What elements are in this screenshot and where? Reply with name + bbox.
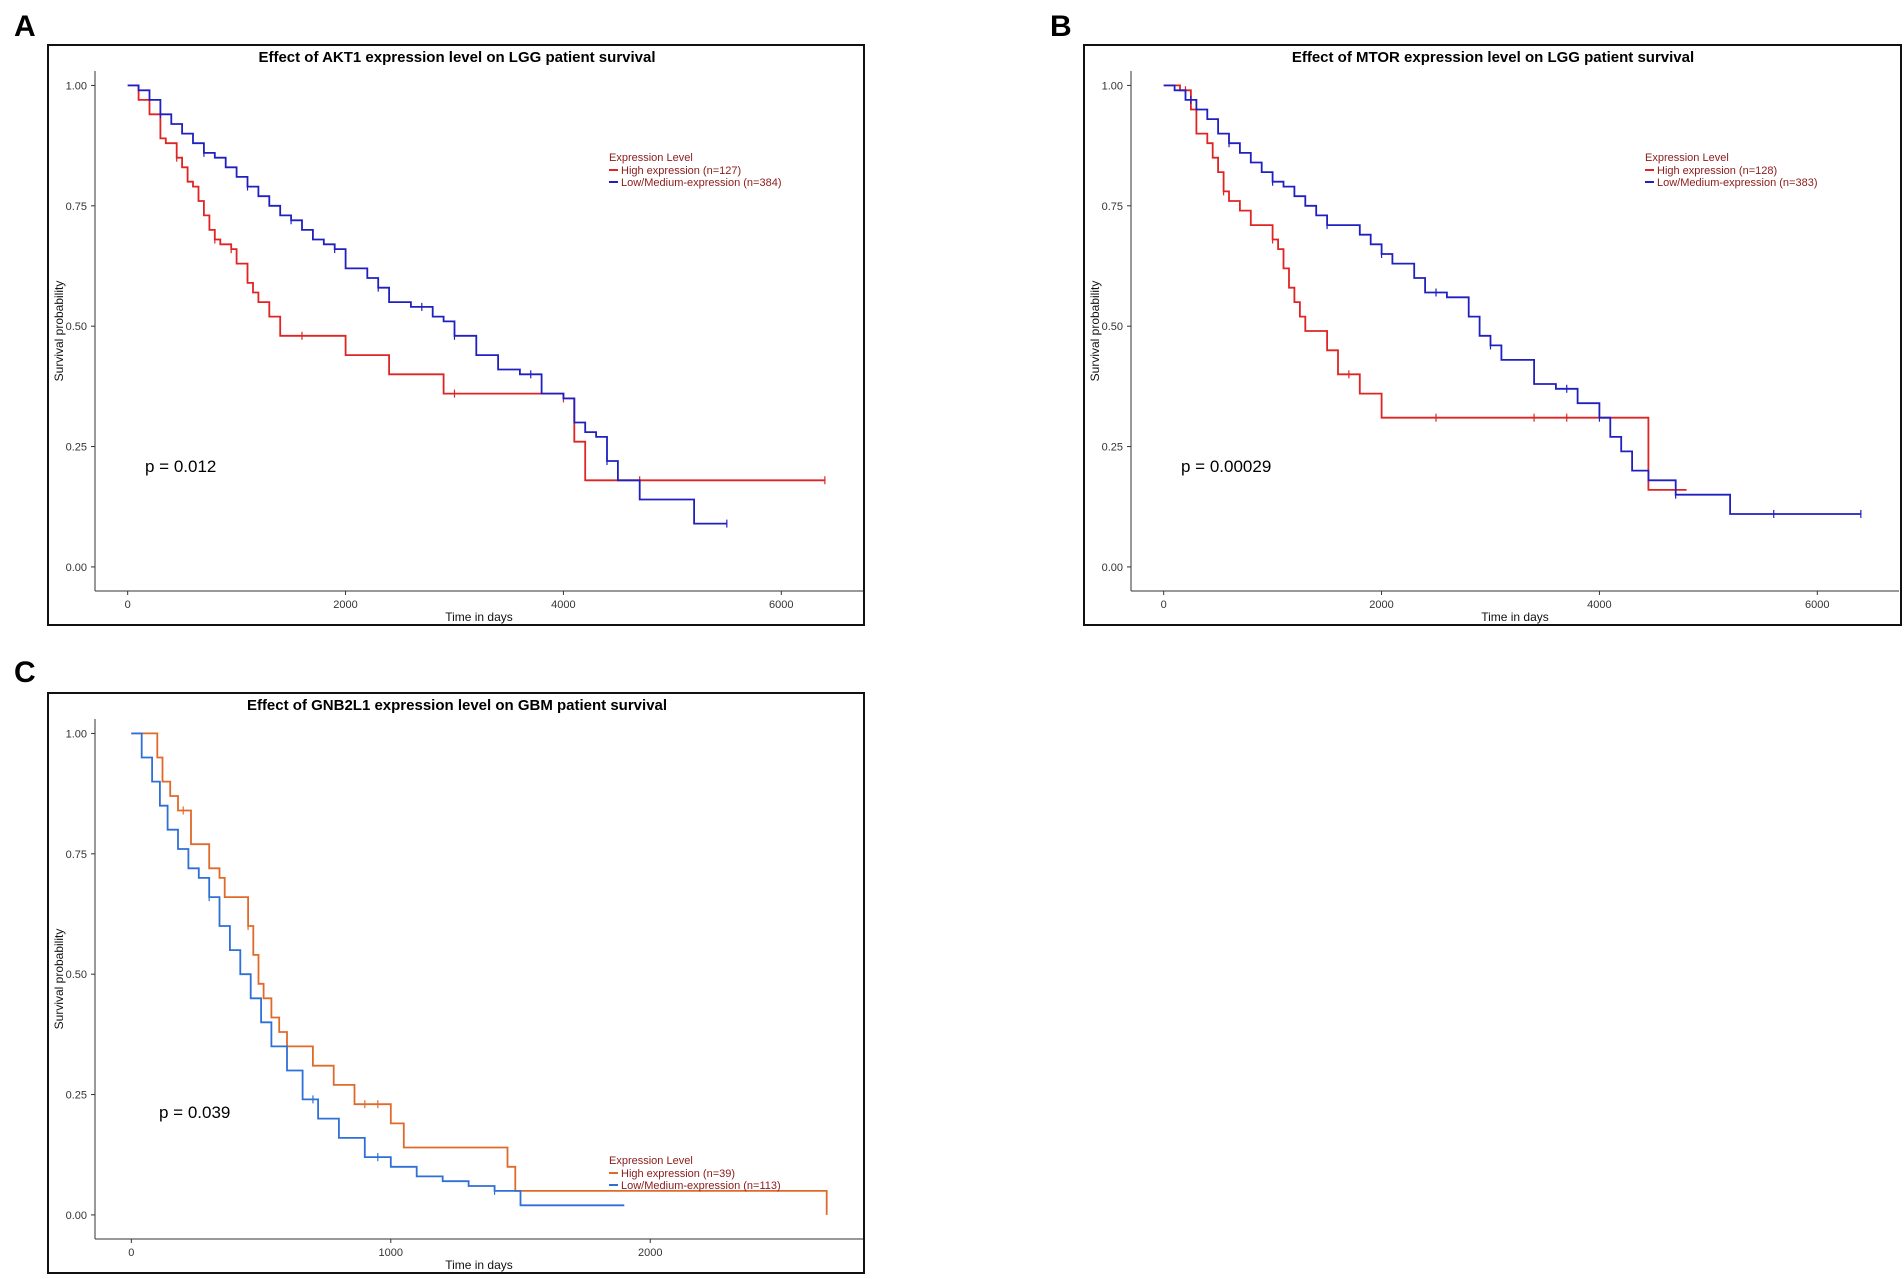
y-tick-label: 0.00 (1102, 562, 1123, 574)
p-value-label: p = 0.039 (159, 1103, 230, 1122)
legend-entry: Low/Medium-expression (n=384) (621, 177, 782, 189)
y-tick-label: 0.25 (66, 1090, 87, 1102)
survival-curve-high (127, 84, 825, 482)
km-plot-b: Effect of MTOR expression level on LGG p… (1088, 49, 1899, 624)
y-tick-label: 1.00 (1102, 80, 1123, 92)
x-tick-label: 2000 (333, 599, 357, 611)
legend-title: Expression Level (1645, 152, 1729, 164)
legend-title: Expression Level (609, 1155, 693, 1167)
y-axis-label: Survival probability (52, 929, 66, 1030)
p-value-label: p = 0.012 (145, 457, 216, 476)
x-tick-label: 0 (1161, 599, 1167, 611)
chart-panel-c: Effect of GNB2L1 expression level on GBM… (47, 692, 865, 1274)
y-tick-label: 0.25 (66, 442, 87, 454)
y-axis-label: Survival probability (1088, 281, 1102, 382)
y-tick-label: 0.50 (1102, 321, 1123, 333)
legend-entry: High expression (n=128) (1657, 165, 1777, 177)
y-tick-label: 0.00 (66, 562, 87, 574)
x-tick-label: 4000 (1587, 599, 1611, 611)
panel-letter-b: B (1050, 10, 1072, 43)
survival-curve-high (131, 732, 828, 1215)
legend-entry: Low/Medium-expression (n=383) (1657, 177, 1818, 189)
y-tick-label: 0.75 (66, 849, 87, 861)
survival-curve-low (131, 732, 625, 1207)
survival-curve-low (1163, 84, 1861, 515)
y-tick-label: 0.75 (1102, 201, 1123, 213)
p-value-label: p = 0.00029 (1181, 457, 1271, 476)
y-axis-label: Survival probability (52, 281, 66, 382)
km-plot-c: Effect of GNB2L1 expression level on GBM… (52, 697, 863, 1272)
y-tick-label: 0.00 (66, 1210, 87, 1222)
x-tick-label: 4000 (551, 599, 575, 611)
survival-curve-low (127, 84, 727, 525)
legend-entry: High expression (n=127) (621, 165, 741, 177)
x-axis-label: Time in days (445, 1258, 513, 1272)
x-tick-label: 1000 (379, 1247, 403, 1259)
x-axis-label: Time in days (1481, 610, 1549, 624)
y-tick-label: 1.00 (66, 80, 87, 92)
chart-title: Effect of AKT1 expression level on LGG p… (258, 49, 655, 66)
panel-letter-a: A (14, 10, 36, 43)
y-tick-label: 0.50 (66, 969, 87, 981)
x-tick-label: 2000 (638, 1247, 662, 1259)
x-tick-label: 6000 (769, 599, 793, 611)
x-tick-label: 0 (125, 599, 131, 611)
legend-entry: High expression (n=39) (621, 1168, 735, 1180)
km-plot-a: Effect of AKT1 expression level on LGG p… (52, 49, 863, 624)
x-axis-label: Time in days (445, 610, 513, 624)
y-tick-label: 0.50 (66, 321, 87, 333)
x-tick-label: 0 (128, 1247, 134, 1259)
y-tick-label: 0.25 (1102, 442, 1123, 454)
chart-panel-a: Effect of AKT1 expression level on LGG p… (47, 44, 865, 626)
chart-panel-b: Effect of MTOR expression level on LGG p… (1083, 44, 1902, 626)
y-tick-label: 0.75 (66, 201, 87, 213)
survival-curve-high (1163, 84, 1687, 491)
legend-entry: Low/Medium-expression (n=113) (621, 1180, 781, 1192)
x-tick-label: 2000 (1369, 599, 1393, 611)
panel-letter-c: C (14, 656, 36, 689)
legend-title: Expression Level (609, 152, 693, 164)
chart-title: Effect of MTOR expression level on LGG p… (1292, 49, 1694, 66)
chart-title: Effect of GNB2L1 expression level on GBM… (247, 697, 667, 714)
y-tick-label: 1.00 (66, 728, 87, 740)
x-tick-label: 6000 (1805, 599, 1829, 611)
